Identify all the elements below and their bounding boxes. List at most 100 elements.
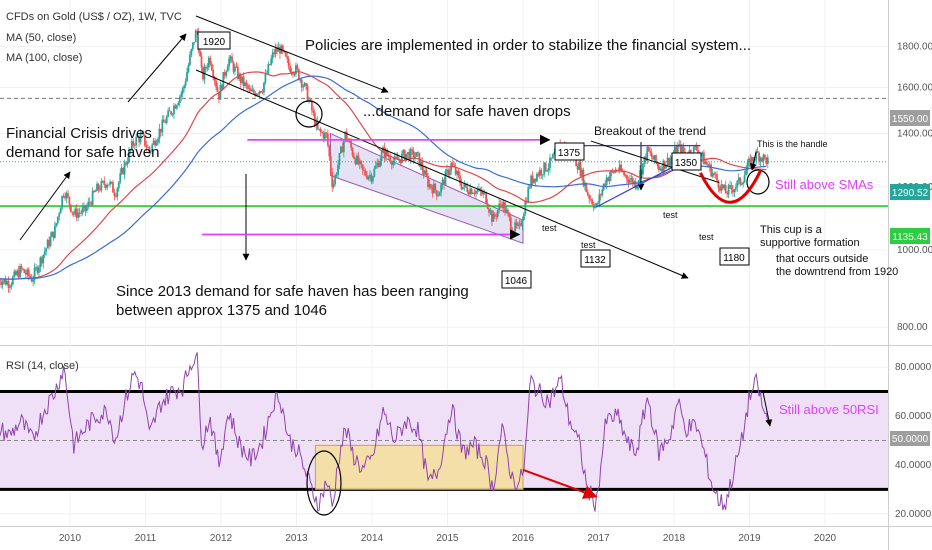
candle-body: [678, 144, 681, 146]
candle-body: [133, 145, 136, 147]
candle-body: [531, 175, 534, 184]
candle-body: [658, 165, 660, 171]
candle-body: [761, 157, 763, 162]
candle-body: [177, 102, 180, 106]
candle-body: [589, 198, 592, 200]
candle-body: [528, 187, 531, 189]
candle-body: [234, 66, 236, 72]
svg-text:50.0000: 50.0000: [892, 434, 929, 445]
candle-body: [618, 164, 621, 171]
candle-body: [106, 184, 109, 188]
candle-body: [403, 150, 406, 160]
candle-body: [732, 189, 734, 193]
candle-body: [83, 205, 85, 209]
candle-body: [132, 141, 135, 146]
candle-body: [101, 180, 104, 182]
candle-body: [264, 73, 267, 83]
candle-body: [399, 159, 402, 163]
candle-body: [194, 30, 197, 43]
svg-text:1180: 1180: [723, 253, 745, 264]
rsi-legend[interactable]: RSI (14, close): [6, 360, 79, 372]
candle-body: [199, 50, 201, 57]
candle-body: [200, 56, 203, 68]
candle-body: [292, 72, 294, 75]
candle-body: [483, 192, 486, 193]
candle-body: [91, 190, 94, 205]
candle-body: [93, 190, 96, 192]
candle-body: [453, 165, 456, 167]
candle-body: [180, 93, 183, 97]
candle-body: [366, 175, 368, 179]
rsi-red-arrow: [522, 468, 598, 499]
candle-body: [165, 116, 168, 124]
candle-body: [257, 93, 260, 95]
candle-body: [175, 105, 178, 109]
candle-body: [749, 158, 752, 167]
time-tick-label: 2015: [436, 533, 459, 544]
candle-body: [631, 177, 634, 185]
candle-body: [364, 171, 367, 176]
candle-body: [64, 196, 66, 199]
candle-body: [187, 64, 190, 73]
candle-body: [499, 203, 502, 205]
candle-body: [316, 120, 319, 130]
candle-body: [467, 192, 470, 195]
triangle-upper-line: [590, 140, 720, 184]
label-1350: 1350: [671, 152, 702, 171]
ma50-legend[interactable]: MA (50, close): [6, 32, 76, 44]
candle-body: [58, 213, 61, 217]
time-tick-label: 2020: [814, 533, 837, 544]
candle-body: [373, 168, 376, 177]
candle-body: [295, 65, 297, 75]
candle-body: [35, 267, 37, 269]
candle-body: [236, 66, 239, 80]
candle-body: [498, 203, 501, 211]
candle-body: [226, 66, 229, 72]
svg-text:1290.52: 1290.52: [892, 188, 929, 199]
candle-body: [582, 169, 585, 186]
candle-body: [505, 209, 508, 213]
candle-body: [430, 184, 432, 188]
candle-body: [251, 89, 254, 92]
candle-body: [649, 151, 652, 153]
candle-body: [480, 191, 483, 195]
candle-body: [427, 176, 429, 187]
candle-body: [318, 128, 321, 130]
time-tick-label: 2014: [361, 533, 384, 544]
candle-body: [354, 158, 357, 165]
candle-body: [708, 164, 711, 167]
candle-body: [154, 140, 156, 146]
candle-body: [357, 155, 360, 165]
candle-body: [225, 71, 228, 76]
candle-body: [620, 164, 623, 171]
candle-body: [740, 184, 743, 185]
candle-body: [348, 140, 351, 142]
candle-body: [72, 212, 75, 215]
candle-body: [376, 162, 379, 166]
breakdown-circle: [295, 100, 323, 128]
candle-body: [694, 146, 697, 148]
candle-body: [408, 151, 411, 161]
candle-body: [14, 271, 17, 276]
candle-body: [390, 162, 393, 166]
candle-body: [736, 180, 739, 188]
candle-body: [114, 195, 117, 197]
cup-annotation-line1: This cup is a: [760, 224, 823, 236]
candle-body: [312, 110, 315, 113]
candle-body: [273, 52, 276, 55]
candle-body: [279, 46, 281, 54]
candle-body: [239, 74, 242, 84]
candle-body: [351, 147, 354, 156]
candle-body: [329, 156, 332, 172]
candle-body: [544, 162, 547, 172]
candle-body: [594, 205, 596, 208]
ma100-legend[interactable]: MA (100, close): [6, 52, 82, 64]
candle-body: [97, 183, 100, 190]
candle-body: [46, 240, 49, 249]
candle-body: [527, 187, 530, 203]
candle-body: [652, 157, 654, 160]
cup-annotation-line2: supportive formation: [760, 237, 860, 249]
candle-body: [30, 277, 33, 282]
candle-body: [13, 271, 16, 277]
